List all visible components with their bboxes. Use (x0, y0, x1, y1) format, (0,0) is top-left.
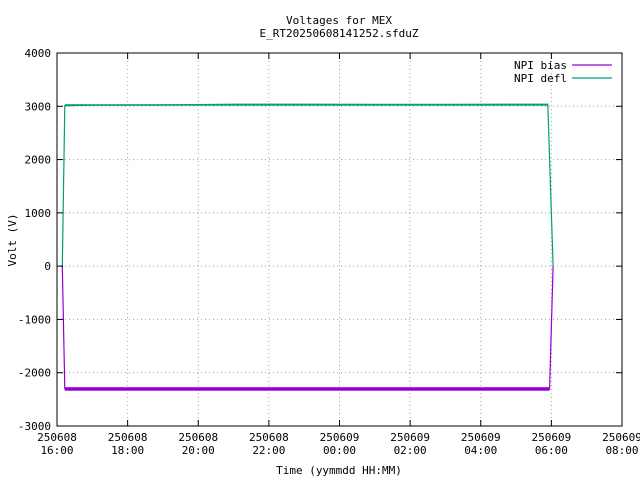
x-tick-label-date: 250608 (37, 431, 77, 444)
chart-title-line2: E_RT20250608141252.sfduZ (260, 27, 419, 40)
series-noise-band (64, 387, 550, 391)
x-axis-label: Time (yymmdd HH:MM) (276, 464, 402, 477)
axis-ticks: -3000-2000-10000100020003000400025060816… (18, 47, 640, 457)
x-tick-label-date: 250608 (249, 431, 289, 444)
x-tick-label-time: 18:00 (111, 444, 144, 457)
x-tick-label-time: 02:00 (394, 444, 427, 457)
series-lines (61, 103, 554, 391)
x-tick-label-time: 06:00 (535, 444, 568, 457)
x-tick-label-date: 250608 (178, 431, 218, 444)
y-tick-label: 1000 (25, 207, 52, 220)
y-tick-label: -3000 (18, 420, 51, 433)
y-tick-label: 3000 (25, 100, 52, 113)
x-tick-label-date: 250608 (108, 431, 148, 444)
x-tick-label-date: 250609 (602, 431, 640, 444)
x-tick-label-date: 250609 (320, 431, 360, 444)
legend-label: NPI bias (514, 59, 567, 72)
chart-title-line1: Voltages for MEX (286, 14, 392, 27)
x-tick-label-time: 16:00 (40, 444, 73, 457)
x-tick-label-time: 00:00 (323, 444, 356, 457)
x-tick-label-time: 22:00 (252, 444, 285, 457)
plot-frame (56, 52, 623, 427)
y-axis-label: Volt (V) (6, 214, 19, 267)
y-tick-label: -1000 (18, 313, 51, 326)
series-line-npi-defl (61, 103, 554, 267)
x-tick-label-time: 20:00 (182, 444, 215, 457)
series-noise-band (64, 104, 548, 106)
y-tick-label: 2000 (25, 154, 52, 167)
x-tick-label-date: 250609 (390, 431, 430, 444)
x-tick-label-time: 04:00 (464, 444, 497, 457)
grid-lines (57, 53, 622, 426)
y-tick-label: 4000 (25, 47, 52, 60)
legend-label: NPI defl (514, 72, 567, 85)
x-tick-label-time: 08:00 (605, 444, 638, 457)
x-tick-label-date: 250609 (461, 431, 501, 444)
y-tick-label: -2000 (18, 367, 51, 380)
series-line-npi-bias (61, 266, 554, 390)
x-tick-label-date: 250609 (532, 431, 572, 444)
y-tick-label: 0 (44, 260, 51, 273)
